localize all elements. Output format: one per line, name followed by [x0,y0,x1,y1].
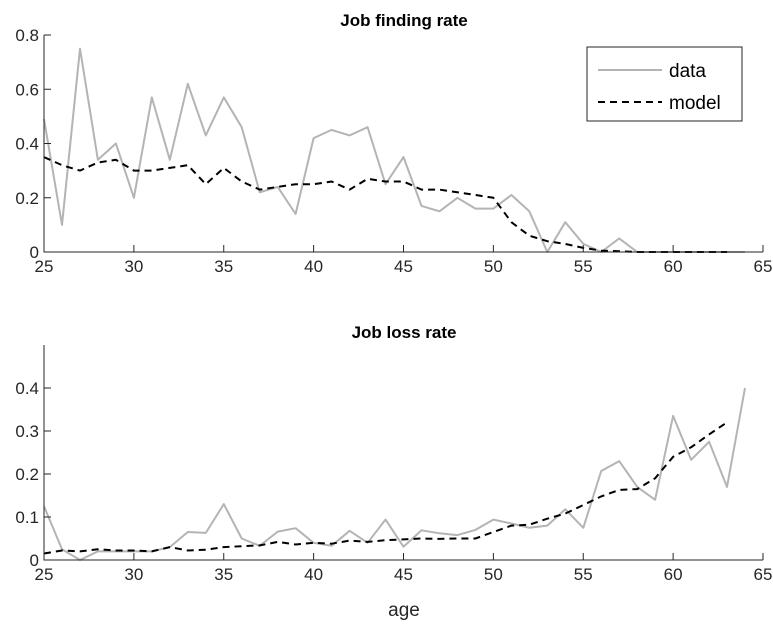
series-line-data [43,387,746,561]
y-tick-label: 0.1 [15,508,39,527]
y-ticks: 0 0.1 0.2 0.3 0.4 [15,379,51,570]
series-layer [43,387,746,561]
y-ticks: 0 0.2 0.4 0.6 0.8 [15,26,51,262]
chart-title: Job finding rate [340,11,468,30]
y-tick-label: 0.8 [15,26,39,45]
series-line-model [43,156,727,253]
series-line-model [43,421,728,555]
x-tick-label: 55 [574,565,593,584]
y-tick-label: 0.2 [15,465,39,484]
y-tick-label: 0.4 [15,135,39,154]
x-tick-label: 35 [214,257,233,276]
x-tick-label: 30 [124,257,143,276]
x-axis-label: age [388,600,420,621]
x-tick-label: 60 [664,257,683,276]
legend-label-model: model [669,93,721,114]
legend-box [586,46,743,122]
x-tick-label: 45 [394,257,413,276]
x-tick-label: 50 [484,565,503,584]
y-tick-label: 0.2 [15,189,39,208]
x-ticks: 25 30 35 40 45 50 55 60 65 [35,245,773,276]
y-tick-label: 0.6 [15,80,39,99]
series-layer [43,47,745,253]
x-tick-label: 45 [394,565,413,584]
y-tick-label: 0.4 [15,379,39,398]
x-tick-label: 25 [35,565,54,584]
y-tick-label: 0.3 [15,422,39,441]
x-tick-label: 40 [304,565,323,584]
x-tick-label: 65 [754,565,773,584]
x-ticks: 25 30 35 40 45 50 55 60 65 [35,553,773,584]
y-tick-label: 0 [30,243,39,262]
x-tick-label: 50 [484,257,503,276]
y-tick-label: 0 [30,551,39,570]
job-loss-rate-chart: Job loss rate 25 30 35 40 45 50 55 60 65 0 0.1 0.2… [15,323,772,621]
x-tick-label: 60 [664,565,683,584]
x-tick-label: 65 [754,257,773,276]
series-line-data [43,47,745,253]
x-tick-label: 40 [304,257,323,276]
job-finding-rate-chart: Job finding rate 25 30 35 40 45 50 55 60 65 0 0.2… [15,11,772,276]
x-tick-label: 55 [574,257,593,276]
legend-label-data: data [669,61,706,82]
x-tick-label: 30 [124,565,143,584]
x-tick-label: 25 [35,257,54,276]
legend: data model [586,46,743,122]
x-tick-label: 35 [214,565,233,584]
chart-title: Job loss rate [352,323,457,342]
